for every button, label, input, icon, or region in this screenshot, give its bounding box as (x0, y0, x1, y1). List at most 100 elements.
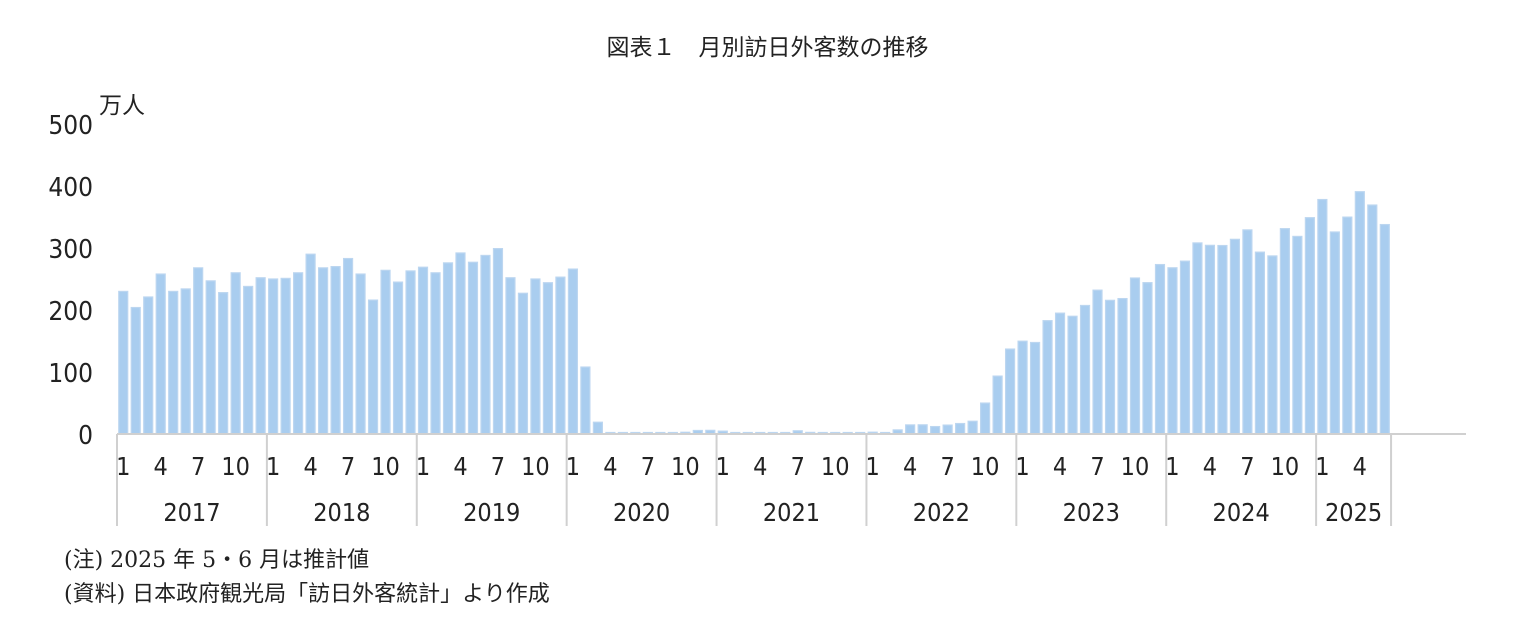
x-year-label: 2020 (613, 498, 670, 527)
bar (1317, 198, 1328, 435)
x-year-label: 2024 (1213, 498, 1270, 527)
bar (1054, 312, 1066, 435)
bar (1042, 320, 1053, 435)
bar (517, 292, 529, 435)
bar (268, 278, 279, 435)
bar (992, 375, 1003, 435)
x-month-tick-label: 10 (521, 452, 550, 481)
bar (1329, 231, 1340, 435)
x-year-label: 2023 (1063, 498, 1120, 527)
bar (955, 422, 966, 435)
x-month-tick-label: 10 (971, 452, 1000, 481)
bar (405, 270, 416, 435)
x-year-label: 2019 (463, 498, 520, 527)
bar (467, 261, 479, 435)
bar (1242, 229, 1253, 435)
bar (330, 266, 341, 435)
bar (1267, 255, 1278, 435)
bar (430, 272, 441, 435)
bar (442, 262, 454, 435)
bar (967, 420, 978, 435)
x-month-tick-label: 1 (716, 452, 730, 481)
bar (1167, 267, 1178, 435)
bar (1004, 348, 1016, 435)
x-month-tick-label: 7 (1090, 452, 1104, 481)
x-month-tick-label: 4 (303, 452, 317, 481)
x-month-tick-label: 7 (491, 452, 505, 481)
bar (542, 282, 554, 435)
bar (455, 252, 466, 435)
y-axis-unit-label: 万人 (99, 93, 145, 119)
y-tick-label: 500 (48, 111, 93, 141)
bar (180, 288, 191, 435)
x-month-tick-label: 10 (221, 452, 250, 481)
bar (480, 254, 491, 435)
bar (280, 277, 291, 435)
footnote-source: (資料) 日本政府観光局「訪日外客統計」より作成 (64, 582, 550, 607)
x-month-tick-label: 1 (416, 452, 430, 481)
x-year-label: 2021 (763, 498, 820, 527)
bar (1279, 228, 1290, 435)
x-year-label: 2022 (913, 498, 970, 527)
x-month-tick-label: 1 (266, 452, 280, 481)
x-month-tick-label: 4 (903, 452, 917, 481)
x-month-tick-label: 1 (566, 452, 580, 481)
x-month-tick-label: 4 (453, 452, 467, 481)
bar (917, 424, 928, 435)
bar (1029, 341, 1041, 435)
bar (1217, 244, 1228, 435)
bar (205, 280, 216, 435)
bar (1017, 340, 1028, 435)
footnote-estimate: (注) 2025 年 5・6 月は推計値 (64, 548, 370, 573)
bar (530, 278, 541, 435)
x-month-tick-label: 7 (1240, 452, 1254, 481)
bar (1292, 235, 1303, 435)
bar (355, 273, 366, 435)
bar (1104, 299, 1116, 435)
bar (1067, 315, 1078, 435)
chart-title: 図表１ 月別訪日外客数の推移 (606, 35, 929, 61)
bar (143, 296, 154, 435)
x-month-tick-label: 1 (1315, 452, 1329, 481)
bar (1254, 251, 1266, 435)
x-month-tick-label: 1 (116, 452, 130, 481)
bar (567, 268, 579, 435)
bar (930, 425, 941, 435)
x-month-tick-label: 4 (1053, 452, 1067, 481)
bar (505, 277, 516, 435)
x-year-label: 2025 (1325, 498, 1382, 527)
bar (980, 402, 991, 435)
bar (1092, 289, 1103, 435)
bars-group (118, 191, 1390, 435)
bar (1204, 244, 1216, 435)
bar (1367, 204, 1378, 435)
bar (1342, 216, 1353, 435)
x-month-tick-label: 4 (1203, 452, 1217, 481)
bar (417, 266, 429, 435)
x-month-tick-label: 10 (821, 452, 850, 481)
bar (1304, 217, 1315, 435)
x-year-label: 2018 (313, 498, 370, 527)
bar (218, 292, 229, 435)
bar (168, 290, 179, 435)
x-month-tick-label: 4 (603, 452, 617, 481)
bar (1179, 260, 1191, 435)
bar (243, 285, 254, 435)
bar (1079, 304, 1091, 435)
x-month-tick-label: 1 (1015, 452, 1029, 481)
x-month-tick-label: 10 (371, 452, 400, 481)
x-month-tick-label: 1 (1165, 452, 1179, 481)
bar (392, 281, 404, 435)
x-month-tick-label: 7 (791, 452, 805, 481)
bar (1229, 238, 1241, 435)
bar (130, 306, 141, 435)
y-tick-label: 0 (78, 421, 93, 451)
bar (342, 257, 354, 435)
bar (492, 248, 504, 435)
bar (1192, 242, 1203, 435)
bar (155, 273, 166, 435)
y-tick-label: 200 (48, 297, 93, 327)
bar (293, 272, 304, 435)
bar (1354, 191, 1365, 435)
x-month-tick-label: 7 (940, 452, 954, 481)
